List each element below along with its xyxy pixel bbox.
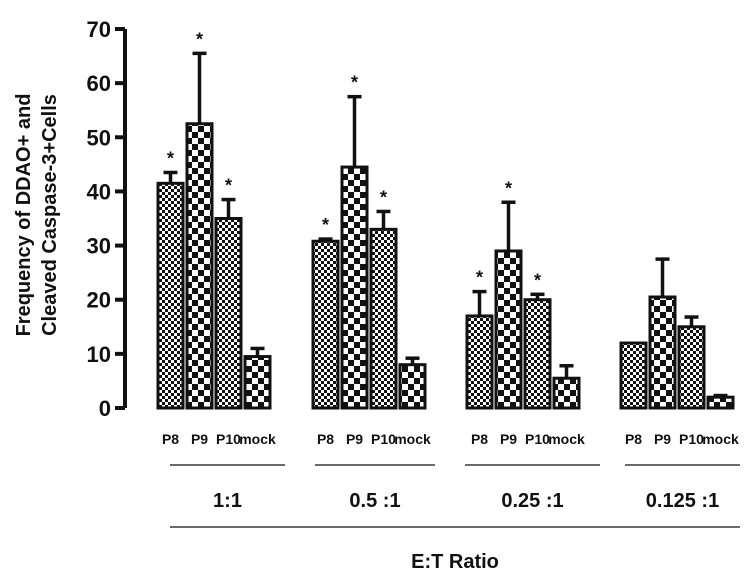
y-tick-label: 60 (87, 71, 111, 96)
bar (677, 325, 706, 410)
bar (648, 295, 677, 410)
bar (706, 395, 735, 410)
category-label: mock (394, 431, 431, 447)
category-label: P8 (317, 431, 334, 447)
significance-marker: * (380, 187, 387, 207)
y-axis: 0 10 20 30 40 50 60 70 (87, 17, 127, 421)
group-label: 0.5 :1 (349, 490, 400, 512)
y-tick-label: 70 (87, 17, 111, 42)
bar (369, 227, 398, 410)
category-label: P9 (654, 431, 671, 447)
significance-marker: * (322, 215, 329, 235)
bar (523, 298, 552, 410)
category-label: P10 (216, 431, 241, 447)
significance-marker: * (505, 178, 512, 198)
bar (311, 239, 340, 410)
category-label: P10 (525, 431, 550, 447)
y-axis-title-line1: Frequency of DDAO+ and (13, 94, 35, 337)
group-label: 0.125 :1 (646, 490, 719, 512)
y-tick-label: 20 (87, 288, 111, 313)
category-label: P8 (625, 431, 642, 447)
significance-marker: * (351, 73, 358, 93)
bar (552, 376, 581, 410)
bar (243, 355, 272, 410)
bar (398, 363, 427, 410)
category-label: P9 (346, 431, 363, 447)
y-tick-label: 10 (87, 342, 111, 367)
significance-marker: * (196, 29, 203, 49)
x-axis-title: E:T Ratio (411, 551, 499, 573)
bar (340, 165, 369, 410)
category-label: mock (548, 431, 585, 447)
category-label: P8 (471, 431, 488, 447)
bar (465, 314, 494, 410)
category-label: P10 (371, 431, 396, 447)
y-tick-label: 40 (87, 179, 111, 204)
category-label: P9 (191, 431, 208, 447)
bars-layer: * * * * * * * * * (156, 29, 735, 410)
bar (214, 217, 243, 410)
y-axis-title-line2: Cleaved Caspase-3+Cells (39, 94, 61, 336)
significance-marker: * (476, 268, 483, 288)
significance-marker: * (225, 176, 232, 196)
bar (494, 249, 523, 410)
category-label: P10 (679, 431, 704, 447)
y-tick-label: 50 (87, 125, 111, 150)
category-label: P9 (500, 431, 517, 447)
group-label: 1:1 (213, 490, 242, 512)
bar (156, 181, 185, 410)
significance-marker: * (534, 270, 541, 290)
category-label: mock (239, 431, 276, 447)
bar (619, 341, 648, 410)
y-tick-label: 30 (87, 234, 111, 259)
category-label: P8 (162, 431, 179, 447)
y-tick-label: 0 (99, 396, 111, 421)
bar (185, 122, 214, 410)
category-label: mock (702, 431, 739, 447)
group-label: 0.25 :1 (501, 490, 563, 512)
significance-marker: * (167, 148, 174, 168)
